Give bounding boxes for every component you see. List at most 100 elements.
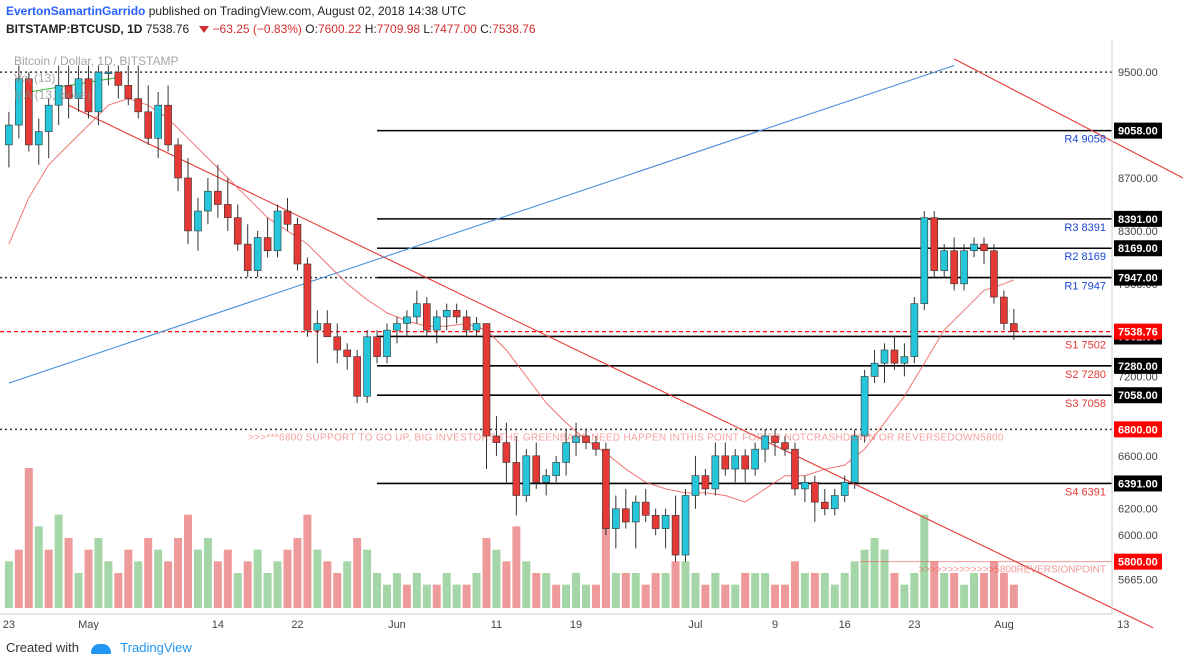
reversion-annotation: >>>>>>>>>>>>>5800REVERSIONPOINT — [918, 565, 1106, 576]
volume-bar — [24, 468, 33, 608]
volume-bar — [960, 584, 969, 608]
candle-body — [820, 501, 829, 510]
volume-bar — [631, 573, 640, 608]
volume-bar — [691, 573, 700, 608]
candle-body — [542, 475, 551, 483]
symbol-line: BITSTAMP:BTCUSD, 1D 7538.76 −63.25 (−0.8… — [6, 22, 536, 36]
candle-body — [522, 455, 531, 496]
volume-bar — [890, 573, 899, 608]
current-price-tag-bg — [1114, 323, 1162, 340]
candle-body — [34, 131, 43, 146]
candle-body — [154, 104, 162, 139]
volume-bar — [970, 573, 979, 608]
x-tick-label: 23 — [3, 619, 15, 630]
candle-body — [15, 78, 23, 126]
open-label: O: — [305, 22, 318, 36]
volume-bar — [134, 561, 143, 608]
volume-bar — [4, 561, 13, 608]
x-tick-label: May — [78, 619, 99, 630]
x-tick-label: 22 — [291, 619, 303, 630]
volume-bar — [164, 561, 173, 608]
pivot-label-r2: R2 8169 — [1064, 251, 1106, 263]
volume-bar — [840, 573, 849, 608]
volume-bar — [810, 573, 819, 608]
candle-body — [860, 376, 869, 437]
volume-bar — [84, 549, 93, 608]
volume-bar — [502, 561, 511, 608]
volume-bar — [582, 584, 590, 608]
candle-body — [472, 323, 481, 331]
trendline-down — [953, 58, 1184, 179]
candle-body — [512, 462, 521, 496]
volume-bar — [144, 538, 153, 608]
candle-body — [233, 217, 242, 245]
candle-body — [791, 448, 799, 490]
level-lines — [0, 71, 1112, 563]
trendlines — [8, 58, 1184, 629]
volume-bar — [452, 584, 461, 608]
x-tick-label: 14 — [212, 619, 224, 630]
volume-bar — [651, 573, 660, 608]
volume-bar — [671, 561, 680, 608]
candle-body — [1000, 296, 1008, 324]
candle-body — [532, 455, 541, 483]
author-link[interactable]: EvertonSamartinGarrido — [6, 4, 146, 18]
pivot-price-tag: 8169.00 — [1118, 243, 1158, 255]
candle-body — [741, 455, 750, 470]
price-chart[interactable]: R4 9058 R3 8391 R2 8169 R1 7947 S1 7502 S2 72… — [0, 40, 1188, 630]
candle-body — [64, 85, 73, 99]
candle-body — [950, 250, 958, 285]
candle-body — [771, 435, 779, 443]
x-tick-label: 9 — [772, 619, 778, 630]
pivot-label-s3: S3 7058 — [1065, 398, 1106, 410]
candle-body — [313, 323, 322, 331]
reversion-price-tag-bg — [1114, 553, 1162, 570]
candle-body — [621, 508, 630, 523]
pivot-price-tag: 7280.00 — [1118, 361, 1158, 373]
volume-bar — [641, 584, 650, 608]
candle-body — [74, 78, 83, 99]
candle-body — [303, 263, 312, 331]
candle-body — [413, 303, 421, 318]
candle-body — [880, 349, 889, 364]
volume-bar — [373, 573, 382, 608]
candle-body — [432, 316, 441, 331]
pivot-label-s4: S4 6391 — [1065, 486, 1106, 498]
reversion-price-tag: 5800.00 — [1118, 557, 1158, 569]
volume-bar — [601, 514, 610, 608]
volume-bar — [900, 584, 909, 608]
candle-body — [293, 223, 302, 265]
volume-bar — [94, 538, 103, 608]
pivot-price-tag: 8391.00 — [1118, 214, 1158, 226]
candle-body — [552, 462, 560, 476]
candle-body — [184, 177, 192, 232]
candle-body — [562, 442, 570, 463]
volume-bar — [363, 549, 372, 608]
volume-bar — [522, 561, 531, 608]
pivot-price-tag: 7947.00 — [1118, 273, 1158, 285]
volume-bar — [910, 573, 919, 608]
volume-bar — [661, 573, 670, 608]
trendline-up — [8, 65, 955, 384]
volume-bar — [402, 584, 411, 608]
high-label: H: — [364, 22, 377, 36]
candle-body — [850, 435, 859, 483]
volume-bar — [870, 538, 879, 608]
pivot-price-tag-bg — [1114, 357, 1162, 374]
candle-body — [890, 349, 899, 364]
candle-body — [631, 501, 640, 523]
volume-bar — [572, 573, 581, 608]
volume-bar — [731, 584, 740, 608]
published-text: published on TradingView.com, August 02,… — [148, 4, 467, 18]
volume-bar — [392, 573, 401, 608]
candle-body — [174, 144, 182, 179]
volume-bar — [442, 573, 451, 608]
volume-bar — [1009, 584, 1018, 608]
candle-body — [870, 362, 879, 377]
volume-bar — [860, 549, 869, 608]
tradingview-link[interactable]: TradingView — [120, 640, 192, 655]
overlay-ma: MA (13, close) — [14, 88, 91, 102]
volume-bar — [412, 573, 421, 608]
candle-body — [801, 481, 809, 490]
candle-body — [373, 336, 381, 357]
